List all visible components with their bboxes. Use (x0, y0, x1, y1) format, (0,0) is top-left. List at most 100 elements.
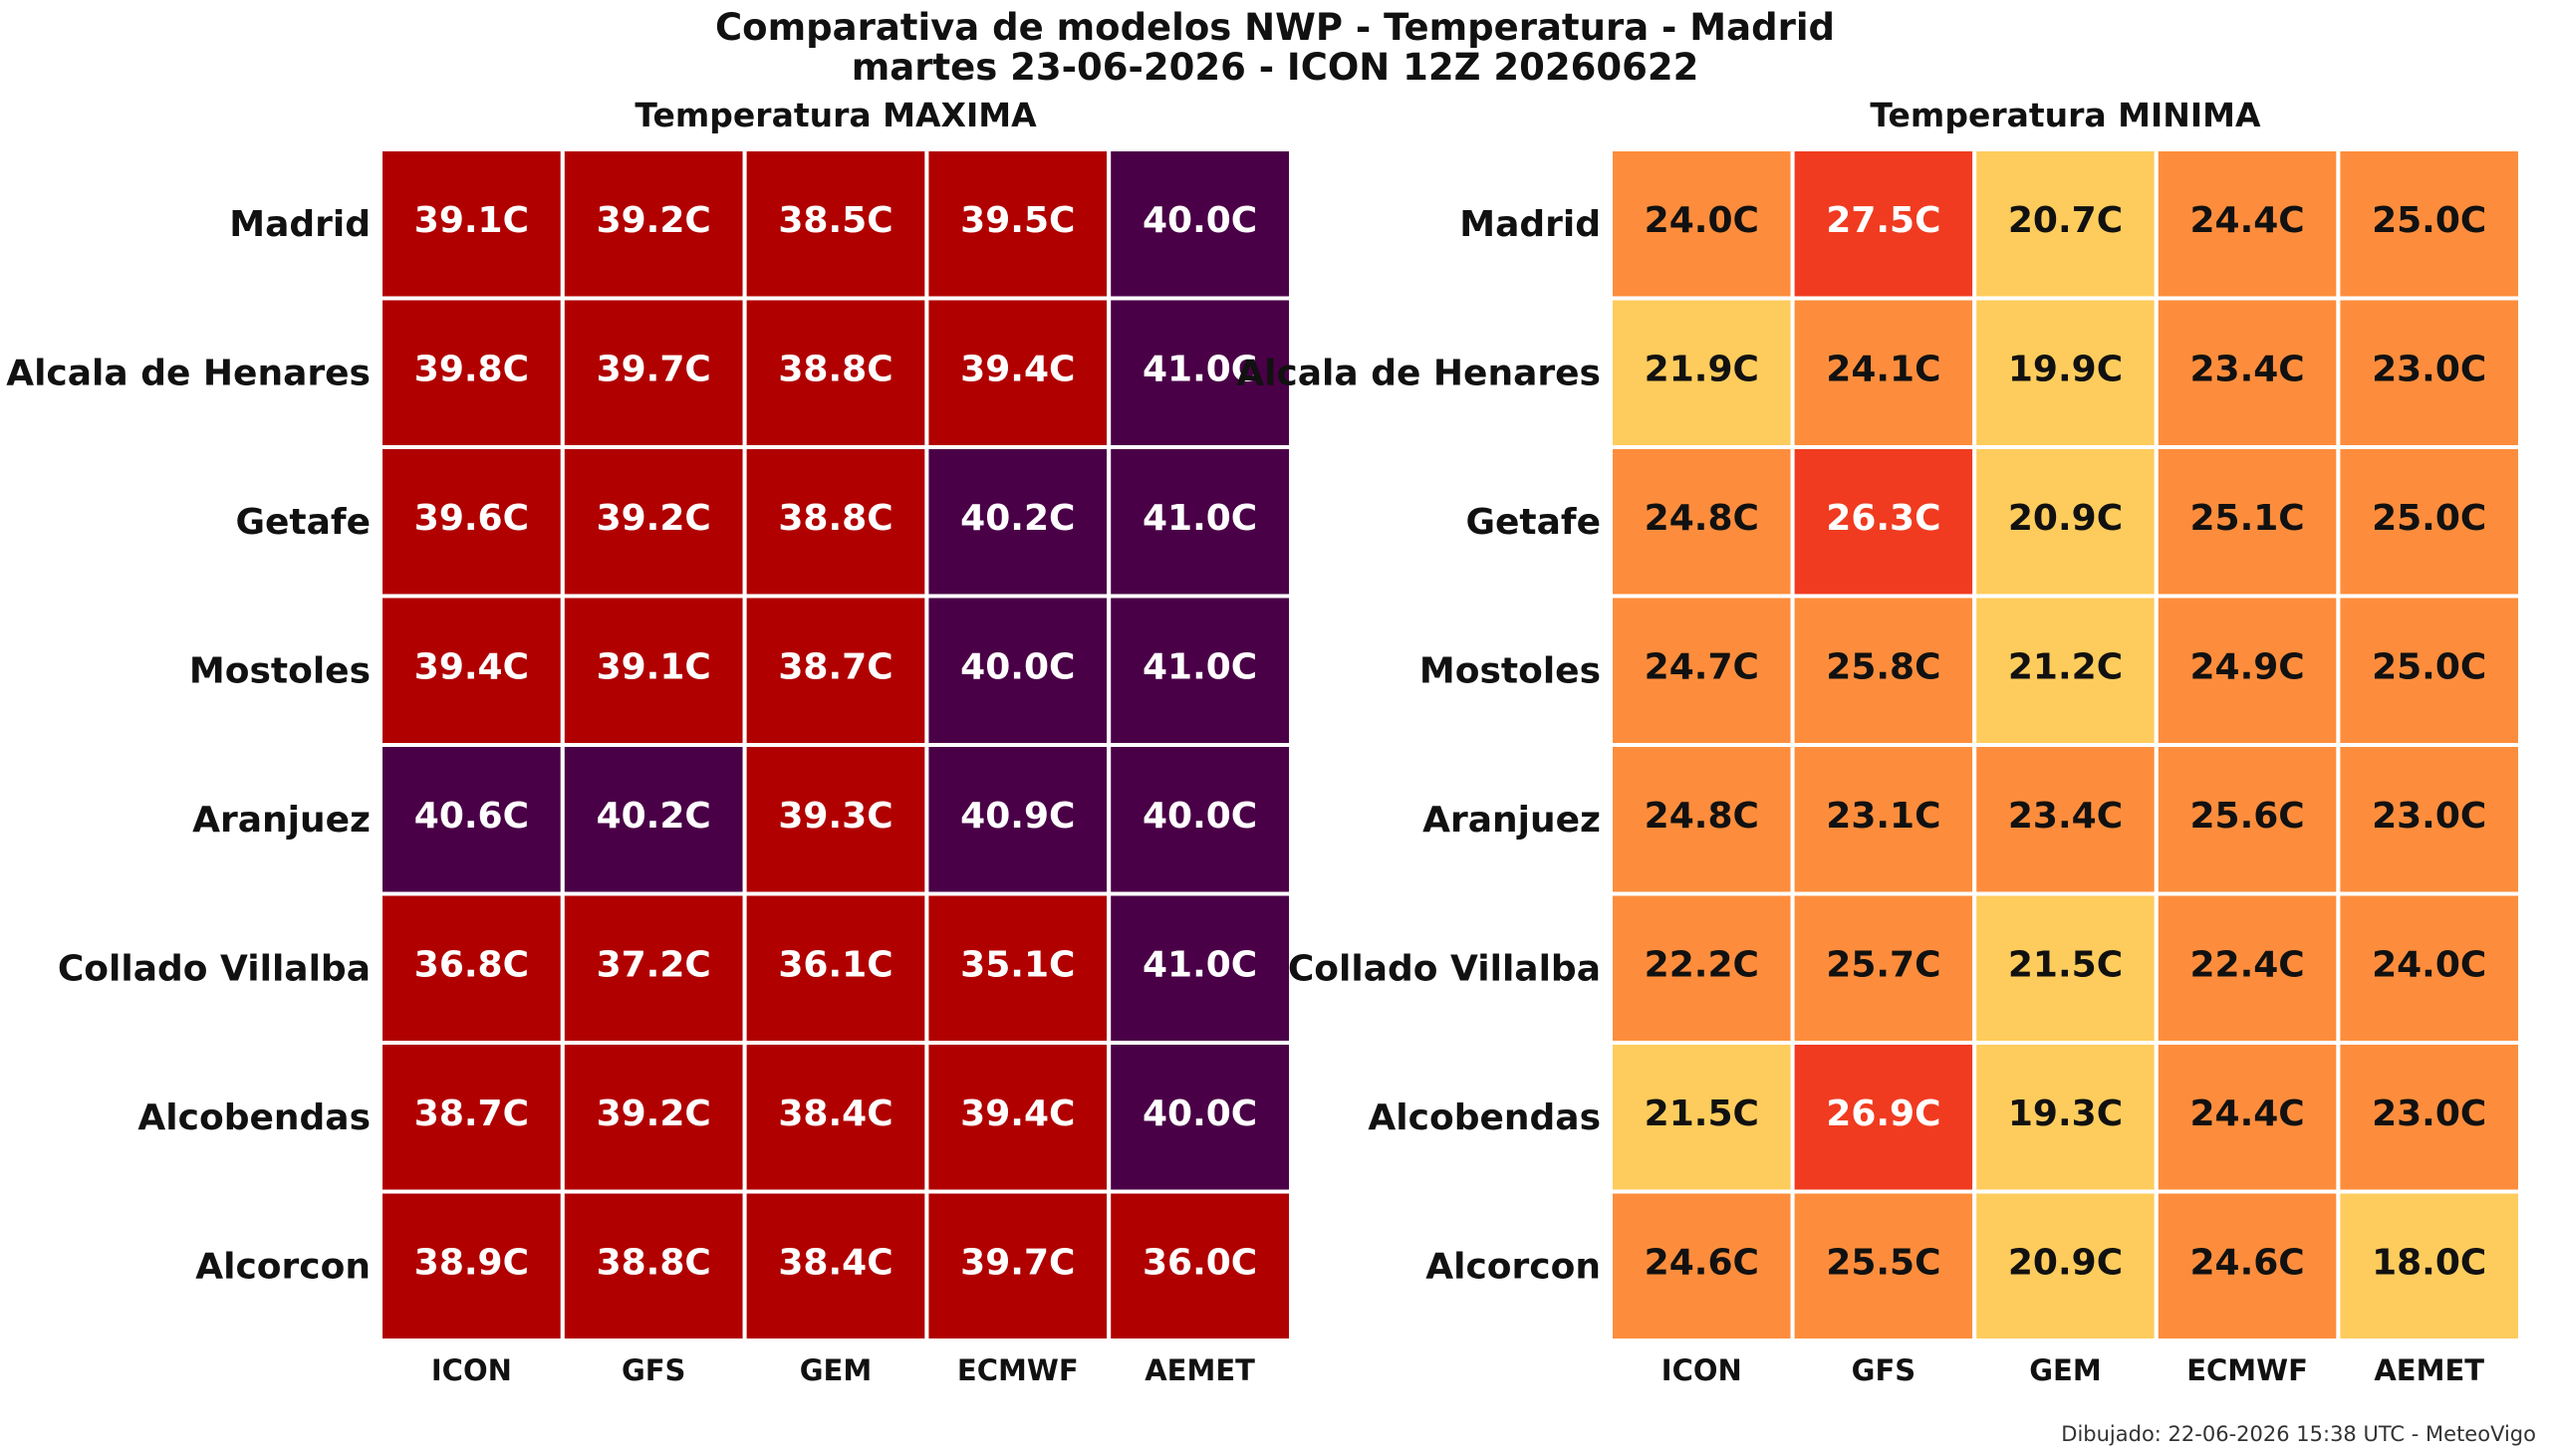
cell-label-alcorcon-icon: 38.9C (414, 1242, 529, 1283)
column-label-aemet: AEMET (2374, 1353, 2484, 1387)
heatmap-cell-aranjuez-ecmwf (924, 743, 1112, 896)
subplot-title: Temperatura MINIMA (1870, 96, 2261, 134)
cell-label-aranjuez-icon: 24.8C (1645, 796, 1759, 837)
footer-credit: Dibujado: 22-06-2026 15:38 UTC - MeteoVi… (2061, 1422, 2536, 1446)
cell-label-collado-villalba-gfs: 37.2C (597, 944, 711, 985)
cell-label-madrid-gfs: 39.2C (597, 200, 711, 241)
cell-label-alcobendas-gem: 38.4C (778, 1093, 892, 1134)
heatmap-cell-alcobendas-ecmwf (924, 1041, 1112, 1194)
heatmap-minima: Temperatura MINIMA 24.0C 27.5C 20.7C 24.4C 25… (1236, 96, 2522, 1387)
cell-label-getafe-gfs: 39.2C (597, 498, 711, 539)
heatmap-cell-aranjuez-icon (1609, 743, 1795, 896)
row-label-alcorcon: Alcorcon (1425, 1246, 1601, 1287)
heatmap-cell-aranjuez-ecmwf (2154, 743, 2341, 896)
heatmap-cell-alcobendas-icon (1609, 1041, 1795, 1194)
heatmap-cell-collado-villalba-gfs (1790, 891, 1977, 1045)
cell-label-alcobendas-icon: 38.7C (414, 1093, 529, 1134)
heatmap-cell-getafe-gem (1972, 445, 2159, 599)
cell-label-collado-villalba-icon: 36.8C (414, 944, 529, 985)
cell-label-mostoles-ecmwf: 40.0C (960, 646, 1075, 687)
heatmap-cell-madrid-aemet (2336, 147, 2522, 301)
cell-label-alcala-de-henares-icon: 21.9C (1645, 349, 1759, 389)
figure-subtitle: martes 23-06-2026 - ICON 12Z 20260622 (851, 46, 1699, 89)
cell-label-alcobendas-gem: 19.3C (2008, 1093, 2123, 1134)
cell-label-aranjuez-ecmwf: 25.6C (2189, 796, 2304, 837)
row-label-aranjuez: Aranjuez (1422, 800, 1601, 841)
column-label-icon: ICON (1661, 1353, 1742, 1387)
cell-label-alcala-de-henares-gem: 38.8C (778, 349, 892, 389)
cell-label-alcorcon-gem: 20.9C (2008, 1242, 2123, 1283)
cell-label-aranjuez-aemet: 40.0C (1143, 796, 1257, 837)
column-label-icon: ICON (431, 1353, 512, 1387)
heatmap-cell-mostoles-gem (742, 594, 929, 747)
heatmap-cell-aranjuez-aemet (1107, 743, 1293, 896)
heatmap-cell-alcorcon-aemet (2336, 1189, 2522, 1342)
cell-label-madrid-aemet: 40.0C (1143, 200, 1257, 241)
cell-label-alcala-de-henares-ecmwf: 23.4C (2189, 349, 2304, 389)
heatmap-cell-alcala-de-henares-aemet (1107, 296, 1293, 449)
cell-label-alcobendas-aemet: 23.0C (2372, 1093, 2486, 1134)
heatmap-cell-alcorcon-icon (379, 1189, 565, 1342)
cell-label-getafe-aemet: 25.0C (2372, 498, 2486, 539)
cell-label-alcorcon-aemet: 18.0C (2372, 1242, 2486, 1283)
row-label-getafe: Getafe (235, 502, 371, 543)
heatmap-cell-collado-villalba-gfs (560, 891, 747, 1045)
cell-label-madrid-ecmwf: 24.4C (2189, 200, 2304, 241)
cell-label-aranjuez-gem: 23.4C (2008, 796, 2123, 837)
cell-label-getafe-ecmwf: 25.1C (2189, 498, 2304, 539)
cell-label-mostoles-aemet: 41.0C (1143, 646, 1257, 687)
cell-label-getafe-gem: 38.8C (778, 498, 892, 539)
column-label-gem: GEM (2029, 1353, 2101, 1387)
heatmap-cell-alcala-de-henares-icon (379, 296, 565, 449)
heatmap-cell-collado-villalba-gem (1972, 891, 2159, 1045)
heatmap-cell-aranjuez-icon (379, 743, 565, 896)
column-label-ecmwf: ECMWF (2186, 1353, 2308, 1387)
row-label-collado-villalba: Collado Villalba (1288, 948, 1601, 989)
row-label-mostoles: Mostoles (1419, 650, 1601, 691)
cell-label-madrid-icon: 24.0C (1645, 200, 1759, 241)
cell-label-alcala-de-henares-aemet: 23.0C (2372, 349, 2486, 389)
row-label-madrid: Madrid (229, 204, 371, 245)
cell-label-alcorcon-gfs: 25.5C (1826, 1242, 1940, 1283)
heatmap-cell-mostoles-ecmwf (924, 594, 1112, 747)
cell-label-collado-villalba-aemet: 41.0C (1143, 944, 1257, 985)
cell-label-getafe-gem: 20.9C (2008, 498, 2123, 539)
cell-label-alcobendas-icon: 21.5C (1645, 1093, 1759, 1134)
heatmap-cell-mostoles-gem (1972, 594, 2159, 747)
row-label-aranjuez: Aranjuez (192, 800, 371, 841)
cell-label-alcala-de-henares-icon: 39.8C (414, 349, 529, 389)
cell-label-collado-villalba-gem: 21.5C (2008, 944, 2123, 985)
cell-label-aranjuez-aemet: 23.0C (2372, 796, 2486, 837)
figure-title: Comparativa de modelos NWP - Temperatura… (715, 6, 1835, 49)
heatmap-cell-mostoles-aemet (2336, 594, 2522, 747)
cell-label-alcobendas-gfs: 26.9C (1826, 1093, 1940, 1134)
heatmap-cell-alcorcon-ecmwf (924, 1189, 1112, 1342)
heatmap-cell-aranjuez-gem (1972, 743, 2159, 896)
cell-label-alcorcon-aemet: 36.0C (1143, 1242, 1257, 1283)
heatmap-cell-getafe-aemet (2336, 445, 2522, 599)
cell-label-madrid-icon: 39.1C (414, 200, 529, 241)
heatmap-cell-aranjuez-aemet (2336, 743, 2522, 896)
heatmap-cell-collado-villalba-gem (742, 891, 929, 1045)
column-label-gem: GEM (800, 1353, 872, 1387)
cell-label-getafe-aemet: 41.0C (1143, 498, 1257, 539)
cell-label-mostoles-icon: 24.7C (1645, 646, 1759, 687)
cell-label-madrid-gem: 38.5C (778, 200, 892, 241)
heatmap-maxima: Temperatura MAXIMA 39.1C 39.2C 38.5C 39.5C 40… (6, 96, 1293, 1387)
cell-label-collado-villalba-ecmwf: 22.4C (2189, 944, 2304, 985)
cell-label-aranjuez-gfs: 23.1C (1826, 796, 1940, 837)
row-label-alcobendas: Alcobendas (1368, 1097, 1601, 1138)
cell-label-alcorcon-ecmwf: 39.7C (960, 1242, 1075, 1283)
cell-label-mostoles-ecmwf: 24.9C (2189, 646, 2304, 687)
cell-label-alcala-de-henares-gfs: 24.1C (1826, 349, 1940, 389)
cell-label-getafe-gfs: 26.3C (1826, 498, 1940, 539)
column-label-gfs: GFS (1852, 1353, 1916, 1387)
row-label-alcala-de-henares: Alcala de Henares (1236, 353, 1601, 393)
row-label-alcala-de-henares: Alcala de Henares (6, 353, 371, 393)
cell-label-aranjuez-ecmwf: 40.9C (960, 796, 1075, 837)
heatmap-cell-alcorcon-aemet (1107, 1189, 1293, 1342)
subplot-title: Temperatura MAXIMA (635, 96, 1037, 134)
cell-label-getafe-ecmwf: 40.2C (960, 498, 1075, 539)
